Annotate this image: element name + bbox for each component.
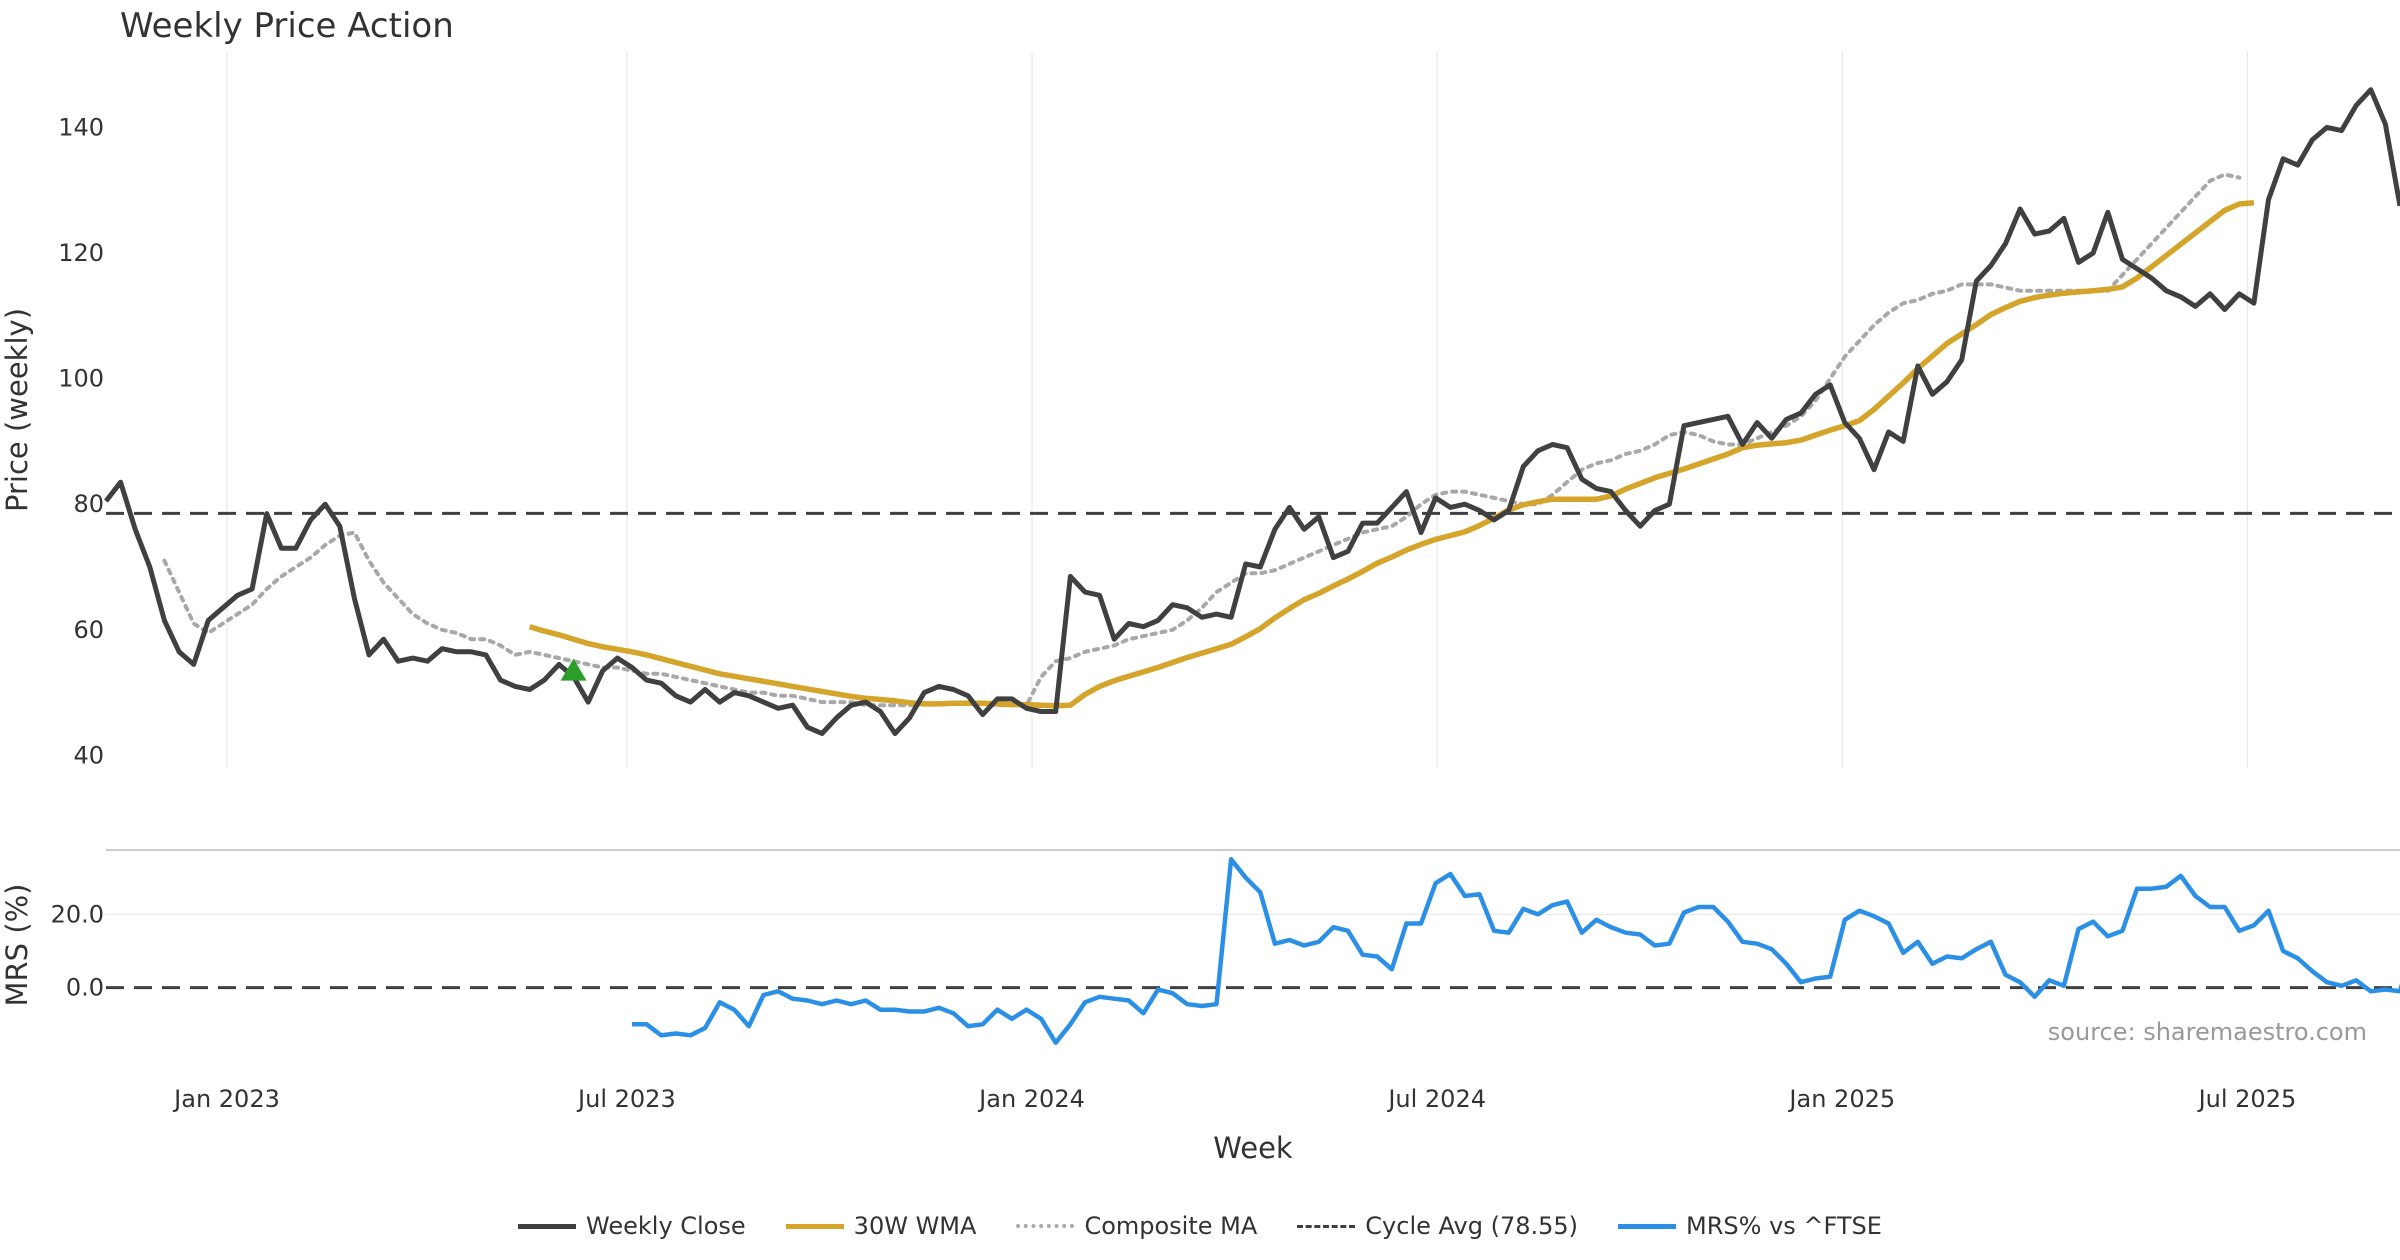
x-tick-label: Jan 2024	[977, 1085, 1085, 1113]
legend-item-cycle-avg: Cycle Avg (78.55)	[1297, 1212, 1578, 1240]
legend-swatch-cycle-avg	[1297, 1224, 1356, 1228]
legend: Weekly Close 30W WMA Composite MA Cycle …	[0, 1212, 2400, 1240]
legend-swatch-composite-ma	[1016, 1224, 1075, 1228]
legend-item-mrs: MRS% vs ^FTSE	[1618, 1212, 1882, 1240]
price-y-tick-label: 120	[58, 239, 104, 267]
weekly-close-line	[104, 87, 2400, 736]
composite-ma-line	[162, 172, 2242, 708]
price-y-tick-label: 40	[73, 741, 104, 769]
price-y-tick-label: 140	[58, 113, 104, 141]
source-note: source: sharemaestro.com	[2047, 1018, 2367, 1046]
chart-title: Weekly Price Action	[120, 6, 454, 46]
legend-label: Composite MA	[1084, 1212, 1258, 1240]
legend-swatch-weekly-close	[518, 1223, 577, 1229]
legend-item-composite-ma: Composite MA	[1016, 1212, 1257, 1240]
legend-label: 30W WMA	[853, 1212, 977, 1240]
x-tick-label: Jul 2025	[2197, 1085, 2297, 1113]
legend-label: Weekly Close	[586, 1212, 746, 1240]
legend-swatch-mrs	[1618, 1223, 1677, 1229]
x-tick-label: Jul 2023	[576, 1085, 676, 1113]
price-y-tick-label: 80	[73, 490, 104, 518]
x-tick-label: Jan 2023	[172, 1085, 280, 1113]
buy-signal-marker	[560, 658, 587, 681]
x-tick-label: Jan 2025	[1787, 1085, 1895, 1113]
wma-line	[528, 199, 2255, 709]
legend-label: MRS% vs ^FTSE	[1686, 1212, 1882, 1240]
mrs-y-tick-label: 0.0	[66, 974, 104, 1002]
price-y-tick-label: 60	[73, 616, 104, 644]
legend-label: Cycle Avg (78.55)	[1365, 1212, 1579, 1240]
price-y-axis-title: Price (weekly)	[0, 308, 34, 512]
x-axis-title: Week	[1213, 1131, 1293, 1165]
legend-item-wma: 30W WMA	[785, 1212, 977, 1240]
legend-swatch-wma	[785, 1223, 844, 1229]
x-tick-label: Jul 2024	[1386, 1085, 1486, 1113]
mrs-y-axis-title: MRS (%)	[0, 884, 34, 1007]
legend-item-weekly-close: Weekly Close	[518, 1212, 746, 1240]
mrs-y-tick-label: 20.0	[51, 900, 104, 928]
price-y-tick-label: 100	[58, 365, 104, 393]
mrs-line	[632, 857, 2400, 1045]
